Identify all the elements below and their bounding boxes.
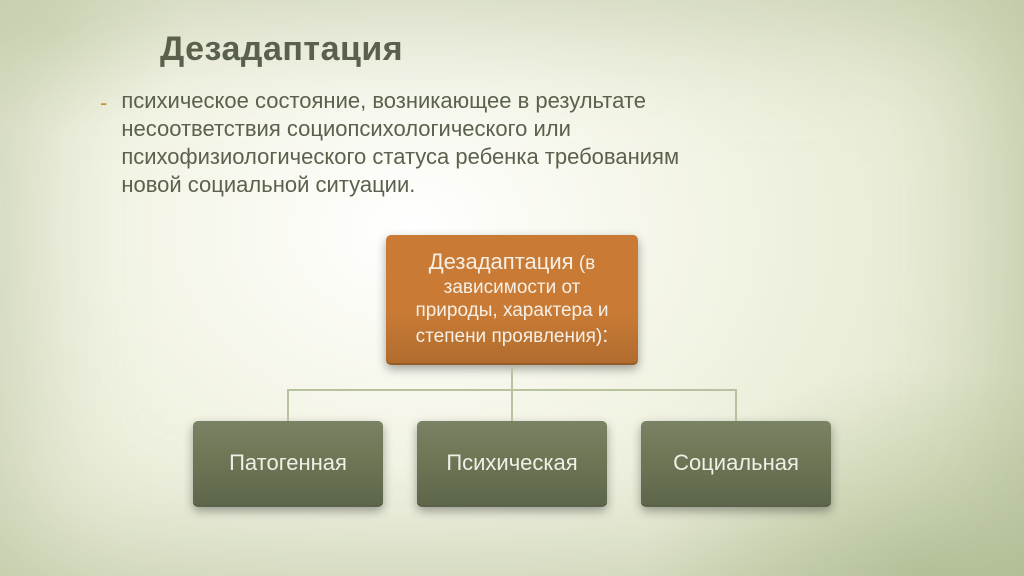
child-node-label: Патогенная: [229, 450, 347, 476]
connector-stem: [511, 365, 513, 389]
child-node-label: Социальная: [673, 450, 799, 476]
child-node: Социальная: [641, 421, 831, 507]
connector-group: [193, 365, 831, 421]
root-node-label-tail: :: [602, 322, 608, 347]
body-row: - психическое состояние, возникающее в р…: [100, 87, 740, 200]
body-paragraph: психическое состояние, возникающее в рез…: [121, 87, 740, 200]
connector-drop: [735, 389, 737, 421]
connector-drop: [511, 389, 513, 421]
slide-content: Дезадаптация - психическое состояние, во…: [0, 0, 1024, 576]
connector-drop: [287, 389, 289, 421]
child-node: Патогенная: [193, 421, 383, 507]
hierarchy-diagram: Дезадаптация (в зависимости от природы, …: [0, 235, 1024, 507]
child-node: Психическая: [417, 421, 607, 507]
child-node-label: Психическая: [446, 450, 577, 476]
slide-title: Дезадаптация: [160, 30, 964, 69]
root-node-label: Дезадаптация (в зависимости от природы, …: [402, 249, 622, 349]
children-row: Патогенная Психическая Социальная: [193, 421, 831, 507]
root-node: Дезадаптация (в зависимости от природы, …: [386, 235, 638, 365]
bullet-dash-icon: -: [100, 89, 107, 117]
root-node-label-major: Дезадаптация: [429, 249, 574, 274]
